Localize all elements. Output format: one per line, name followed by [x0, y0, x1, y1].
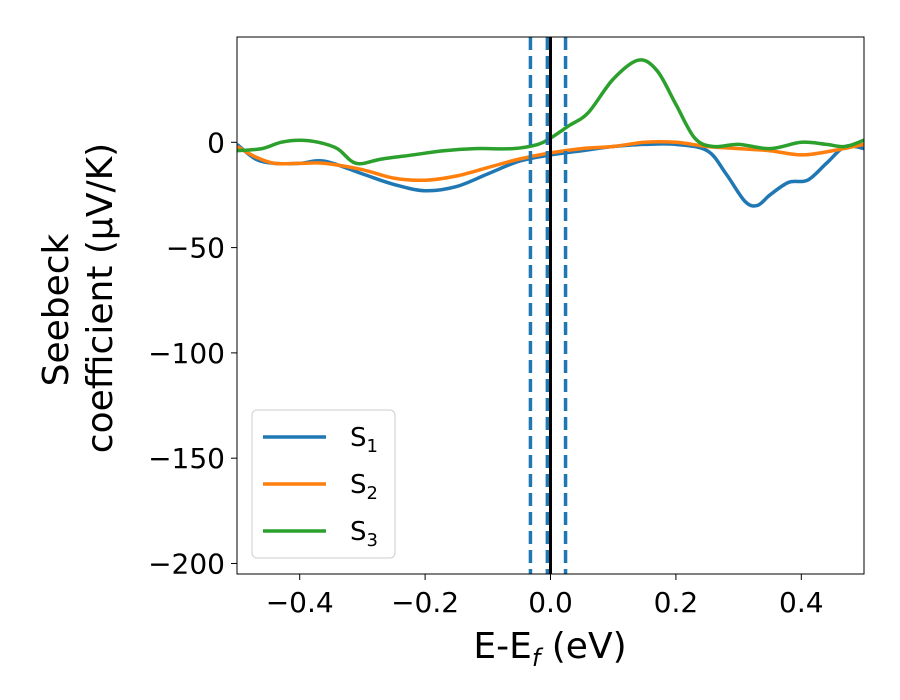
y-axis-title-line1: Seebeck — [36, 233, 77, 386]
y-tick-label: −50 — [166, 232, 225, 265]
x-tick-label: 0.0 — [528, 586, 573, 619]
y-tick-label: −150 — [148, 442, 225, 475]
y-tick-label: −100 — [148, 337, 225, 370]
x-tick-label: 0.4 — [779, 586, 824, 619]
legend-label: S3 — [350, 517, 378, 551]
y-tick-label: 0 — [207, 126, 225, 159]
x-axis-title: E-Ef (eV) — [473, 626, 626, 672]
legend-label: S2 — [350, 470, 378, 504]
legend-entry-s3: S3 — [263, 517, 378, 551]
legend-entry-s2: S2 — [263, 470, 378, 504]
legend: S1 S2 S3 — [251, 409, 396, 559]
legend-label: S1 — [350, 423, 378, 457]
series-line-s3 — [237, 58, 864, 166]
y-tick-label: −200 — [148, 547, 225, 580]
x-tick-label: −0.4 — [266, 586, 334, 619]
series-line-s2 — [237, 140, 864, 183]
y-axis-title-line2: coefficient (μV/K) — [80, 143, 121, 453]
series-layer — [237, 58, 864, 208]
x-tick-label: −0.2 — [391, 586, 459, 619]
legend-entry-s1: S1 — [263, 423, 378, 457]
x-axis: −0.4 −0.2 0.0 0.2 0.4 — [266, 574, 824, 619]
x-tick-label: 0.2 — [654, 586, 699, 619]
vline-layer — [528, 37, 568, 574]
y-axis: 0 −50 −100 −150 −200 — [148, 126, 237, 580]
